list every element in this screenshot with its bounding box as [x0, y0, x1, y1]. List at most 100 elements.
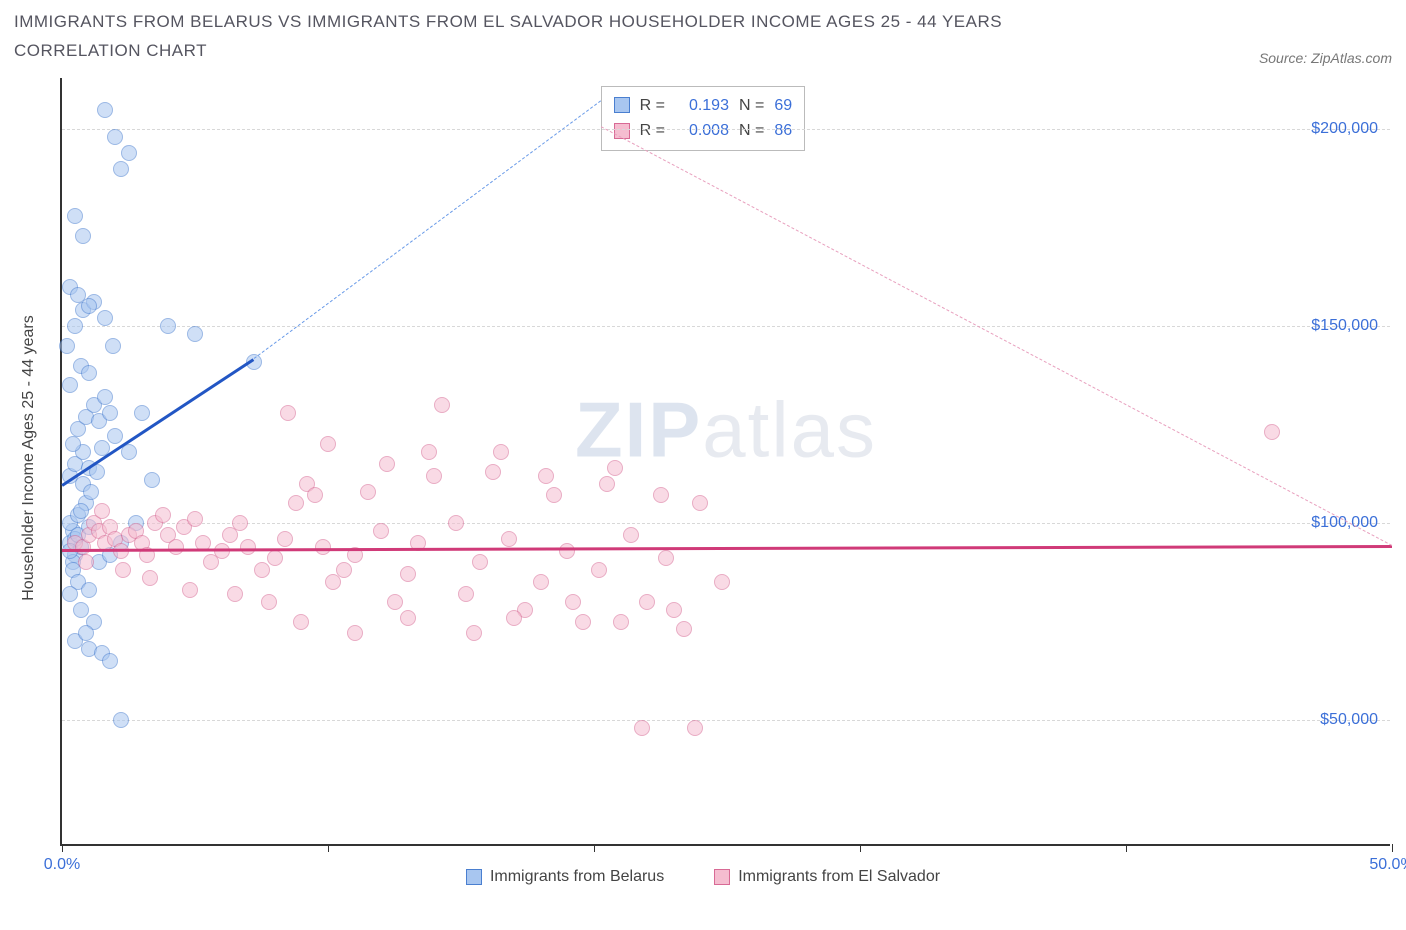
scatter-point: [599, 476, 615, 492]
scatter-point: [78, 554, 94, 570]
scatter-point: [75, 228, 91, 244]
stat-n-label: N =: [739, 118, 764, 144]
scatter-point: [105, 338, 121, 354]
scatter-point: [144, 472, 160, 488]
gridline: [62, 720, 1390, 721]
scatter-point: [623, 527, 639, 543]
scatter-point: [591, 562, 607, 578]
scatter-point: [227, 586, 243, 602]
scatter-point: [67, 318, 83, 334]
scatter-point: [634, 720, 650, 736]
plot-area: ZIPatlas R =0.193N =69R =0.008N =86 $50,…: [60, 78, 1390, 846]
bottom-legend: Immigrants from Belarus Immigrants from E…: [14, 868, 1392, 886]
scatter-point: [81, 582, 97, 598]
gridline: [62, 129, 1390, 130]
scatter-point: [134, 405, 150, 421]
scatter-point: [607, 460, 623, 476]
x-tick: [62, 844, 63, 852]
scatter-point: [102, 653, 118, 669]
scatter-point: [81, 298, 97, 314]
scatter-point: [639, 594, 655, 610]
scatter-point: [448, 515, 464, 531]
leader-line: [253, 100, 601, 359]
scatter-point: [67, 208, 83, 224]
scatter-point: [613, 614, 629, 630]
x-tick: [594, 844, 595, 852]
scatter-point: [232, 515, 248, 531]
stat-r-value: 0.008: [675, 118, 729, 144]
stat-n-value: 86: [774, 118, 792, 144]
y-tick-label: $100,000: [1311, 514, 1378, 532]
legend-label: Immigrants from Belarus: [490, 868, 664, 886]
scatter-point: [687, 720, 703, 736]
scatter-point: [506, 610, 522, 626]
scatter-point: [434, 397, 450, 413]
scatter-point: [466, 625, 482, 641]
scatter-point: [62, 586, 78, 602]
scatter-point: [267, 550, 283, 566]
stats-box: R =0.193N =69R =0.008N =86: [601, 86, 805, 151]
scatter-point: [113, 161, 129, 177]
title-bar: IMMIGRANTS FROM BELARUS VS IMMIGRANTS FR…: [0, 0, 1406, 70]
gridline: [62, 326, 1390, 327]
scatter-point: [347, 625, 363, 641]
scatter-point: [666, 602, 682, 618]
chart-title: IMMIGRANTS FROM BELARUS VS IMMIGRANTS FR…: [14, 8, 1134, 66]
scatter-point: [65, 436, 81, 452]
legend-item: Immigrants from El Salvador: [714, 868, 940, 886]
stat-r-label: R =: [640, 93, 665, 119]
leader-line: [600, 126, 1392, 546]
scatter-point: [73, 503, 89, 519]
scatter-point: [107, 428, 123, 444]
scatter-point: [182, 582, 198, 598]
gridline: [62, 523, 1390, 524]
scatter-point: [400, 566, 416, 582]
stats-row: R = 0.008 N = 86: [614, 118, 792, 144]
scatter-point: [307, 487, 323, 503]
scatter-point: [115, 562, 131, 578]
scatter-point: [277, 531, 293, 547]
x-tick: [860, 844, 861, 852]
scatter-point: [565, 594, 581, 610]
stat-r-label: R =: [640, 118, 665, 144]
scatter-point: [714, 574, 730, 590]
scatter-point: [458, 586, 474, 602]
stat-r-value: 0.193: [675, 93, 729, 119]
scatter-point: [360, 484, 376, 500]
legend-swatch: [714, 869, 730, 885]
scatter-point: [320, 436, 336, 452]
scatter-point: [493, 444, 509, 460]
scatter-point: [485, 464, 501, 480]
watermark-bold: ZIP: [575, 386, 702, 474]
scatter-point: [472, 554, 488, 570]
stats-row: R =0.193N =69: [614, 93, 792, 119]
scatter-point: [62, 377, 78, 393]
trend-line: [62, 545, 1392, 551]
legend-swatch: [614, 97, 630, 113]
scatter-point: [59, 338, 75, 354]
scatter-point: [280, 405, 296, 421]
scatter-point: [107, 129, 123, 145]
scatter-point: [658, 550, 674, 566]
scatter-point: [426, 468, 442, 484]
scatter-point: [97, 102, 113, 118]
stat-n-label: N =: [739, 93, 764, 119]
y-axis-label: Householder Income Ages 25 - 44 years: [20, 315, 38, 601]
scatter-point: [373, 523, 389, 539]
scatter-point: [400, 610, 416, 626]
scatter-point: [254, 562, 270, 578]
scatter-point: [387, 594, 403, 610]
scatter-point: [113, 712, 129, 728]
scatter-point: [533, 574, 549, 590]
scatter-point: [421, 444, 437, 460]
scatter-point: [73, 602, 89, 618]
scatter-point: [97, 310, 113, 326]
scatter-point: [293, 614, 309, 630]
scatter-point: [240, 539, 256, 555]
x-tick: [1392, 844, 1393, 852]
scatter-point: [81, 365, 97, 381]
scatter-point: [546, 487, 562, 503]
source-label: Source: ZipAtlas.com: [1259, 50, 1392, 66]
scatter-point: [538, 468, 554, 484]
scatter-point: [1264, 424, 1280, 440]
